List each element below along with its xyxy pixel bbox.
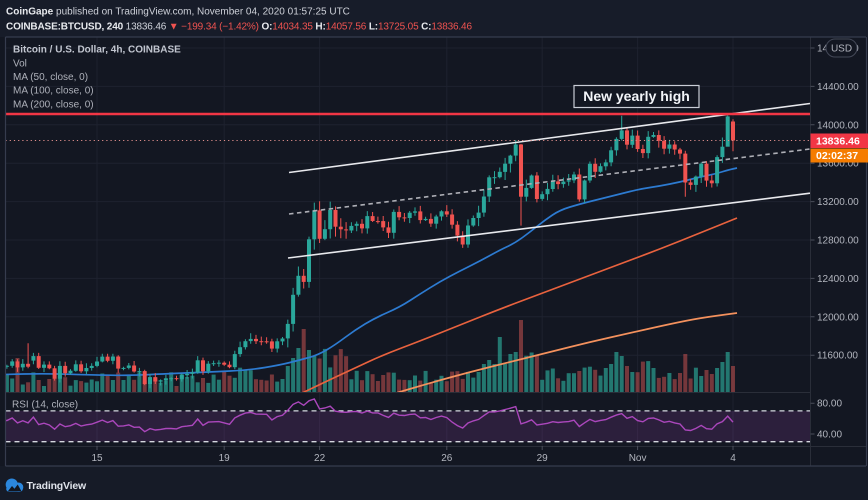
svg-text:13836.46: 13836.46 bbox=[816, 135, 860, 147]
svg-text:02:02:37: 02:02:37 bbox=[816, 150, 858, 162]
svg-text:14400.00: 14400.00 bbox=[817, 82, 859, 93]
svg-text:Vol: Vol bbox=[13, 59, 27, 70]
svg-text:COINBASE:BTCUSD, 240 13836.46: COINBASE:BTCUSD, 240 13836.46 ▼ −199.34 … bbox=[6, 22, 472, 33]
svg-text:13600.00: 13600.00 bbox=[817, 159, 859, 170]
svg-text:12000.00: 12000.00 bbox=[817, 312, 859, 323]
svg-text:MA (200, close, 0): MA (200, close, 0) bbox=[13, 100, 94, 111]
svg-text:New yearly high: New yearly high bbox=[583, 88, 690, 104]
svg-text:40.00: 40.00 bbox=[817, 430, 842, 441]
svg-text:4: 4 bbox=[730, 453, 736, 464]
svg-text:80.00: 80.00 bbox=[817, 399, 842, 410]
svg-text:Bitcoin / U.S. Dollar, 4h, COI: Bitcoin / U.S. Dollar, 4h, COINBASE bbox=[13, 45, 181, 56]
svg-text:14000.00: 14000.00 bbox=[817, 120, 859, 131]
svg-text:12800.00: 12800.00 bbox=[817, 236, 859, 247]
svg-text:13200.00: 13200.00 bbox=[817, 197, 859, 208]
svg-text:12400.00: 12400.00 bbox=[817, 274, 859, 285]
svg-text:19: 19 bbox=[219, 453, 231, 464]
svg-text:29: 29 bbox=[537, 453, 549, 464]
svg-text:22: 22 bbox=[314, 453, 326, 464]
svg-text:11600.00: 11600.00 bbox=[817, 351, 858, 362]
svg-text:MA (100, close, 0): MA (100, close, 0) bbox=[13, 86, 94, 97]
svg-text:CoinGape published on TradingV: CoinGape published on TradingView.com, N… bbox=[6, 7, 350, 18]
svg-text:RSI (14, close): RSI (14, close) bbox=[12, 400, 78, 411]
svg-text:TradingView: TradingView bbox=[27, 480, 87, 492]
svg-text:15: 15 bbox=[91, 453, 103, 464]
svg-text:MA (50, close, 0): MA (50, close, 0) bbox=[13, 72, 88, 83]
svg-text:26: 26 bbox=[441, 453, 453, 464]
svg-text:Nov: Nov bbox=[629, 453, 647, 464]
svg-text:USD: USD bbox=[831, 44, 852, 55]
